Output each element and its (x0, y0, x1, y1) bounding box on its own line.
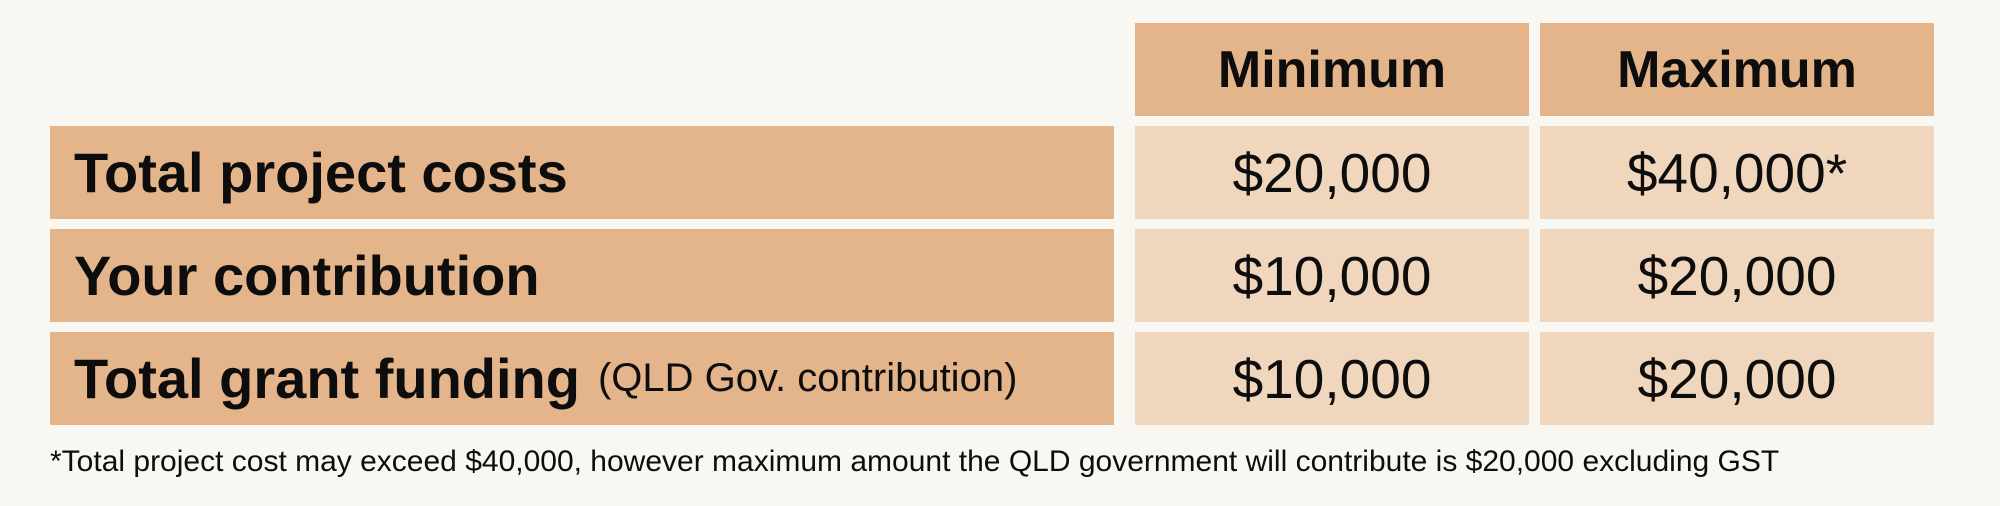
cell-your-contribution-maximum: $20,000 (1540, 229, 1934, 322)
footnote: *Total project cost may exceed $40,000, … (50, 445, 1780, 478)
row-label-text: Your contribution (74, 244, 540, 307)
row-label-total-grant-funding: Total grant funding (QLD Gov. contributi… (50, 332, 1114, 425)
cell-total-project-costs-minimum: $20,000 (1135, 126, 1529, 219)
cell-total-grant-funding-maximum: $20,000 (1540, 332, 1934, 425)
cell-total-project-costs-maximum: $40,000* (1540, 126, 1934, 219)
row-sublabel-text: (QLD Gov. contribution) (597, 356, 1018, 400)
column-header-maximum: Maximum (1540, 23, 1934, 116)
row-label-text: Total project costs (74, 141, 568, 204)
row-label-your-contribution: Your contribution (50, 229, 1114, 322)
cell-total-grant-funding-minimum: $10,000 (1135, 332, 1529, 425)
column-header-minimum: Minimum (1135, 23, 1529, 116)
cell-your-contribution-minimum: $10,000 (1135, 229, 1529, 322)
row-label-total-project-costs: Total project costs (50, 126, 1114, 219)
row-label-text: Total grant funding (74, 347, 580, 410)
